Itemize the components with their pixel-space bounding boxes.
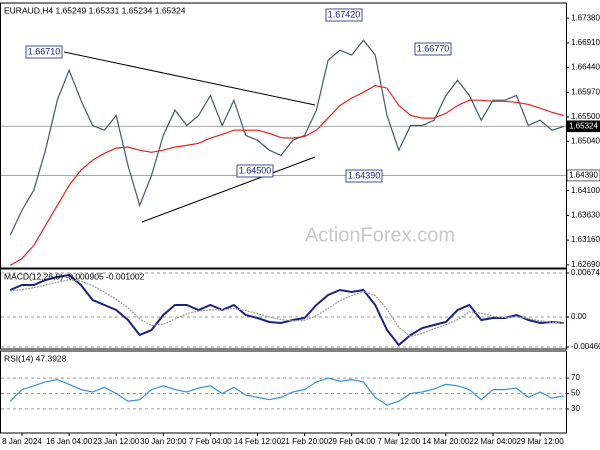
annotation-box xyxy=(345,169,383,183)
annotation: 1.64390 xyxy=(348,170,381,180)
series-line xyxy=(9,273,564,347)
price-label-box xyxy=(566,169,600,182)
price-label: 1.65324 xyxy=(569,121,598,130)
price-label: 1.64390 xyxy=(569,171,598,180)
y-tick-label: 1.65500 xyxy=(571,112,600,121)
series-line xyxy=(10,279,564,338)
annotation: 1.66770 xyxy=(417,43,450,53)
trendline xyxy=(141,156,316,223)
x-tick-label: 29 Feb 04:00 xyxy=(328,437,376,446)
y-tick-label: 1.66910 xyxy=(571,38,600,47)
x-tick-label: 30 Jan 20:00 xyxy=(140,437,187,446)
price-label-box xyxy=(566,120,600,133)
x-tick-label: 7 Feb 04:00 xyxy=(189,437,232,446)
series-line xyxy=(9,84,564,266)
y-tick-label: 30 xyxy=(571,404,580,413)
y-tick-label: 1.66440 xyxy=(571,63,600,72)
y-tick-label: 1.64100 xyxy=(571,186,600,195)
y-tick-label: 1.65970 xyxy=(571,87,600,96)
x-tick-label: 8 Jan 2024 xyxy=(2,437,42,446)
panel-frame xyxy=(0,2,567,269)
annotation-box xyxy=(414,42,452,56)
annotation: 1.64500 xyxy=(239,165,272,175)
panel-title: MACD(12,26,9) -0.000905 -0.001002 xyxy=(4,271,145,281)
y-tick-label: 1.65040 xyxy=(571,136,600,145)
watermark: ActionForex.com xyxy=(305,224,455,246)
y-tick-label: 0.006743 xyxy=(571,268,600,277)
annotation: 1.66710 xyxy=(28,46,61,56)
x-tick-label: 23 Jan 12:00 xyxy=(93,437,140,446)
y-tick-label: 1.67380 xyxy=(571,13,600,22)
x-tick-label: 21 Feb 20:00 xyxy=(281,437,329,446)
x-tick-label: 29 Mar 12:00 xyxy=(517,437,565,446)
x-tick-label: 7 Mar 12:00 xyxy=(377,437,420,446)
x-tick-label: 14 Feb 12:00 xyxy=(234,437,282,446)
annotation-box xyxy=(325,8,363,22)
x-tick-label: 16 Jan 04:00 xyxy=(46,437,93,446)
annotation: 1.67420 xyxy=(328,9,361,19)
trendline xyxy=(63,51,316,106)
y-tick-label: -0.004603 xyxy=(571,342,600,351)
panel-frame xyxy=(0,268,567,350)
panel-title: RSI(14) 47.3928 xyxy=(4,353,67,363)
x-tick-label: 14 Mar 20:00 xyxy=(422,437,470,446)
annotation-box xyxy=(25,45,63,59)
y-tick-label: 50 xyxy=(571,389,580,398)
y-tick-label: 0.00 xyxy=(571,312,587,321)
annotation-box xyxy=(236,164,274,178)
panel-title: EURAUD,H4 1.65249 1.65331 1.65234 1.6532… xyxy=(4,5,186,15)
series-line xyxy=(9,377,564,406)
y-tick-label: 1.62690 xyxy=(571,260,600,269)
panel-frame xyxy=(0,350,567,434)
x-tick-label: 22 Mar 04:00 xyxy=(469,437,517,446)
y-tick-label: 70 xyxy=(571,373,580,382)
y-tick-label: 1.63160 xyxy=(571,235,600,244)
y-tick-label: 1.63630 xyxy=(571,211,600,220)
